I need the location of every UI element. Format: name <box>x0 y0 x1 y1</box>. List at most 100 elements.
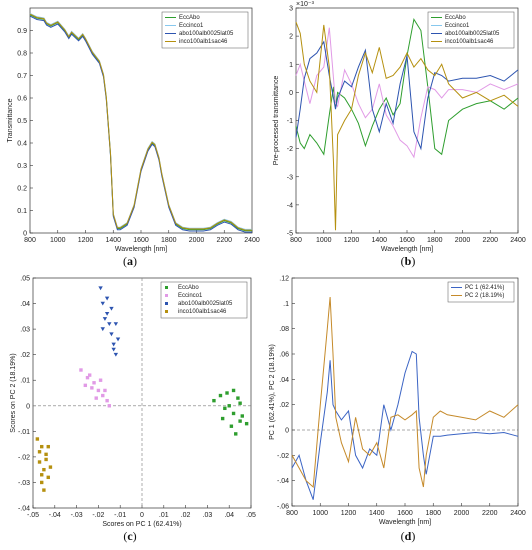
scatter-point-EccAbo <box>244 421 249 426</box>
legend-box-b <box>427 11 515 49</box>
x-tick-label-a: 1800 <box>161 237 177 244</box>
scatter-point-inco100alb1sac46 <box>40 473 44 477</box>
x-tick-label-d: 1600 <box>397 510 413 517</box>
legend-label-b: inco100alb1sac46 <box>445 39 494 45</box>
y-tick-label-d: -.04 <box>277 478 289 485</box>
y-tick-label-c: .02 <box>20 352 30 359</box>
x-tick-label-c: .05 <box>246 512 256 519</box>
caption-b: (b) <box>401 254 416 268</box>
scatter-point-Eccinco1 <box>107 404 111 408</box>
legend-label-a: Eccinco1 <box>179 23 204 29</box>
y-tick-label-b: -4 <box>287 202 293 209</box>
x-tick-label-b: 1200 <box>344 237 360 244</box>
y-exponent-b: ×10⁻³ <box>296 1 315 8</box>
legend-label-a: inco100alb1sac46 <box>179 39 228 45</box>
scatter-point-Eccinco1 <box>85 375 90 380</box>
caption-d: (d) <box>401 529 416 543</box>
scatter-point-inco100alb1sac46 <box>40 480 44 485</box>
legend-label-c: EccAbo <box>178 285 199 291</box>
y-tick-label-d: .02 <box>279 402 289 409</box>
x-tick-label-d: 1400 <box>369 510 385 517</box>
y-tick-label-c: -.04 <box>18 506 30 513</box>
panel-b <box>295 7 519 234</box>
scatter-point-Eccinco1 <box>79 368 83 372</box>
scatter-point-abo100alb0025lat05 <box>100 327 105 332</box>
series-line-inco100alb1sac46 <box>295 21 519 231</box>
plot-frame-d <box>291 277 519 507</box>
scatter-point-abo100alb0025lat05 <box>104 296 110 301</box>
scatter-point-abo100alb0025lat05 <box>107 322 112 326</box>
x-axis-label-c: Scores on PC 1 (62.41%) <box>102 521 181 528</box>
caption-c: (c) <box>123 529 136 543</box>
scatter-point-EccAbo <box>225 391 229 395</box>
y-tick-label-c: -.01 <box>18 429 30 436</box>
legend-marker-c <box>165 286 168 289</box>
scatter-point-Eccinco1 <box>94 396 98 400</box>
x-axis-label-b: Wavelength [nm] <box>381 246 433 253</box>
scatter-point-abo100alb0025lat05 <box>113 352 119 357</box>
y-tick-label-c: .03 <box>20 327 30 334</box>
scatter-point-inco100alb1sac46 <box>44 457 48 462</box>
x-tick-label-a: 1000 <box>50 237 66 244</box>
legend-label-d: PC 2 (18.19%) <box>465 293 504 299</box>
panel-a <box>29 7 253 234</box>
y-tick-label-d: 0 <box>285 428 289 435</box>
y-tick-label-a: 0 <box>23 231 27 238</box>
scatter-point-abo100alb0025lat05 <box>115 337 121 342</box>
y-tick-label-b: 1 <box>289 62 293 69</box>
x-tick-label-b: 1600 <box>399 237 415 244</box>
scatter-point-abo100alb0025lat05 <box>109 306 114 311</box>
y-tick-label-c: .04 <box>20 301 30 308</box>
x-tick-label-b: 1800 <box>427 237 443 244</box>
x-tick-label-d: 2000 <box>454 510 470 517</box>
x-tick-label-c: .02 <box>181 512 191 519</box>
scatter-point-inco100alb1sac46 <box>42 467 46 472</box>
x-tick-label-d: 1800 <box>425 510 441 517</box>
y-tick-label-c: .05 <box>20 276 30 283</box>
y-tick-label-c: -.02 <box>18 454 30 461</box>
scatter-point-Eccinco1 <box>103 388 107 393</box>
y-axis-label-c: Scores on PC 2 (18.19%) <box>10 353 17 432</box>
scatter-point-EccAbo <box>231 411 236 416</box>
y-tick-label-a: 0.8 <box>17 51 27 58</box>
x-tick-label-b: 1400 <box>371 237 387 244</box>
scatter-point-inco100alb1sac46 <box>40 444 44 449</box>
x-tick-label-c: .04 <box>224 512 234 519</box>
scatter-point-inco100alb1sac46 <box>44 452 48 457</box>
legend-label-b: EccAbo <box>445 15 466 21</box>
scatter-point-EccAbo <box>236 396 240 400</box>
y-tick-label-a: 0.9 <box>17 28 27 35</box>
scatter-point-EccAbo <box>218 393 223 398</box>
scatter-point-EccAbo <box>234 432 238 436</box>
scatter-point-abo100alb0025lat05 <box>98 286 103 291</box>
y-tick-label-a: 0.3 <box>17 163 27 170</box>
y-tick-label-d: .12 <box>279 276 289 283</box>
x-tick-label-c: .01 <box>159 512 169 519</box>
legend-label-d: PC 1 (62.41%) <box>465 285 504 291</box>
series-line-PC 2 (18.19%) <box>291 296 519 489</box>
y-axis-label-a: Transmittance <box>7 98 14 142</box>
x-tick-label-c: -.03 <box>71 512 83 519</box>
legend-label-a: EccAbo <box>179 15 200 21</box>
y-tick-label-b: -2 <box>287 146 293 153</box>
legend-box-a <box>161 11 249 49</box>
x-tick-label-a: 800 <box>24 237 36 244</box>
y-tick-label-b: -3 <box>287 174 293 181</box>
x-tick-label-b: 2400 <box>510 237 526 244</box>
scatter-point-Eccinco1 <box>83 383 88 388</box>
legend-marker-c <box>165 302 168 305</box>
x-tick-label-b: 2200 <box>482 237 498 244</box>
legend-label-c: abo100alb0025lat05 <box>178 301 233 307</box>
scatter-point-Eccinco1 <box>105 398 109 403</box>
scatter-point-inco100alb1sac46 <box>35 437 40 441</box>
x-tick-label-c: 0 <box>140 512 144 519</box>
y-axis-label-b: Pre-processed transmittance <box>273 76 280 166</box>
x-tick-label-d: 2400 <box>510 510 526 517</box>
x-tick-label-a: 1200 <box>78 237 94 244</box>
scatter-point-Eccinco1 <box>87 373 92 377</box>
y-tick-label-b: 0 <box>289 90 293 97</box>
x-tick-label-a: 2200 <box>216 237 232 244</box>
scatter-point-abo100alb0025lat05 <box>109 332 114 337</box>
x-tick-label-d: 1200 <box>341 510 357 517</box>
